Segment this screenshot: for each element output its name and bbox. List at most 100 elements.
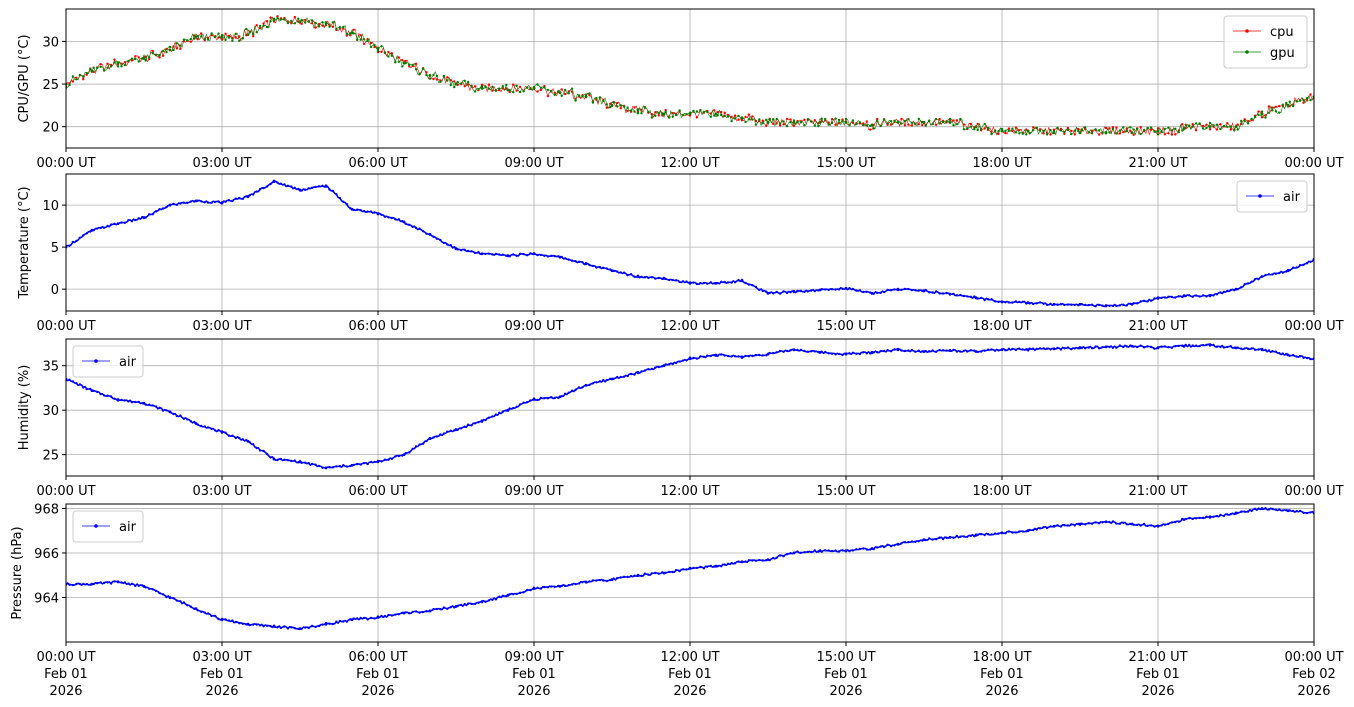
data-point	[1205, 126, 1208, 130]
data-point	[1066, 303, 1070, 306]
data-point	[910, 121, 914, 124]
data-point	[220, 38, 224, 41]
data-point	[1177, 344, 1181, 348]
data-point	[865, 352, 868, 355]
data-point	[234, 36, 238, 39]
data-point	[848, 287, 851, 290]
data-marker	[558, 585, 562, 588]
data-marker	[1156, 129, 1160, 133]
data-marker	[168, 48, 172, 52]
data-point	[158, 56, 161, 59]
x-tick-label: 09:00 UT	[504, 156, 563, 171]
data-point	[217, 36, 220, 39]
data-point	[747, 113, 751, 116]
data-point	[75, 382, 78, 385]
data-point	[383, 614, 387, 618]
data-point	[1087, 522, 1090, 525]
data-point	[148, 403, 151, 406]
data-point	[876, 117, 879, 121]
data-point	[1129, 129, 1132, 132]
data-point	[1250, 117, 1253, 121]
data-point	[1073, 524, 1077, 527]
data-point	[123, 221, 127, 224]
data-point	[633, 106, 636, 109]
data-point	[536, 90, 539, 93]
data-point	[1042, 347, 1045, 350]
data-point	[1278, 508, 1281, 511]
data-point	[380, 50, 383, 53]
data-point	[262, 449, 265, 453]
data-point	[151, 213, 154, 216]
data-point	[775, 351, 778, 354]
y-tick-label: 30	[42, 404, 59, 419]
data-point	[331, 622, 335, 626]
data-point	[460, 82, 463, 85]
data-point	[442, 241, 446, 245]
data-point	[720, 280, 723, 283]
data-point	[910, 124, 914, 127]
data-point	[1063, 303, 1066, 307]
data-point	[304, 21, 307, 24]
data-point	[907, 118, 910, 121]
data-point	[1087, 303, 1090, 307]
data-point	[380, 45, 383, 48]
data-marker	[324, 184, 328, 188]
data-point	[252, 193, 255, 196]
data-point	[591, 101, 595, 104]
data-point	[1177, 520, 1181, 523]
data-marker	[610, 377, 614, 381]
data-point	[439, 238, 442, 242]
data-point	[1226, 513, 1229, 516]
data-point	[1267, 349, 1271, 352]
data-point	[515, 254, 518, 257]
data-point	[408, 612, 411, 615]
data-point	[321, 184, 324, 187]
data-point	[321, 623, 324, 626]
data-point	[602, 579, 605, 582]
data-point	[1063, 132, 1066, 136]
data-marker	[1026, 129, 1030, 133]
x-tick-label: 09:00 UT	[504, 484, 563, 499]
data-point	[473, 85, 477, 88]
data-point	[945, 291, 948, 295]
x-tick-label: 06:00 UT	[348, 156, 407, 171]
data-point	[383, 51, 387, 54]
x-tick-year: 2026	[49, 684, 82, 699]
data-marker	[922, 538, 926, 541]
data-point	[123, 399, 127, 402]
data-point	[907, 349, 910, 352]
data-marker	[636, 573, 640, 577]
data-point	[1007, 347, 1011, 350]
data-marker	[506, 408, 510, 412]
data-point	[1163, 345, 1167, 348]
data-point	[1246, 347, 1250, 350]
data-point	[411, 63, 414, 67]
data-point	[414, 610, 418, 613]
data-point	[158, 208, 161, 211]
data-point	[387, 216, 390, 219]
data-point	[730, 561, 733, 565]
data-point	[213, 200, 217, 204]
data-point	[1049, 525, 1052, 528]
data-point	[252, 443, 255, 446]
data-point	[612, 101, 615, 104]
data-marker	[584, 95, 588, 99]
data-marker	[142, 216, 146, 220]
data-point	[778, 122, 782, 125]
data-point	[1011, 301, 1014, 304]
data-point	[317, 25, 321, 28]
data-point	[1146, 524, 1149, 528]
data-point	[359, 34, 362, 37]
data-point	[276, 15, 279, 18]
data-point	[827, 549, 830, 552]
data-point	[1188, 124, 1191, 127]
data-point	[1122, 521, 1125, 524]
data-point	[640, 275, 643, 278]
legend-label: air	[119, 355, 137, 370]
data-point	[130, 59, 134, 62]
data-point	[258, 24, 262, 28]
data-point	[154, 405, 158, 408]
data-point	[692, 566, 695, 570]
